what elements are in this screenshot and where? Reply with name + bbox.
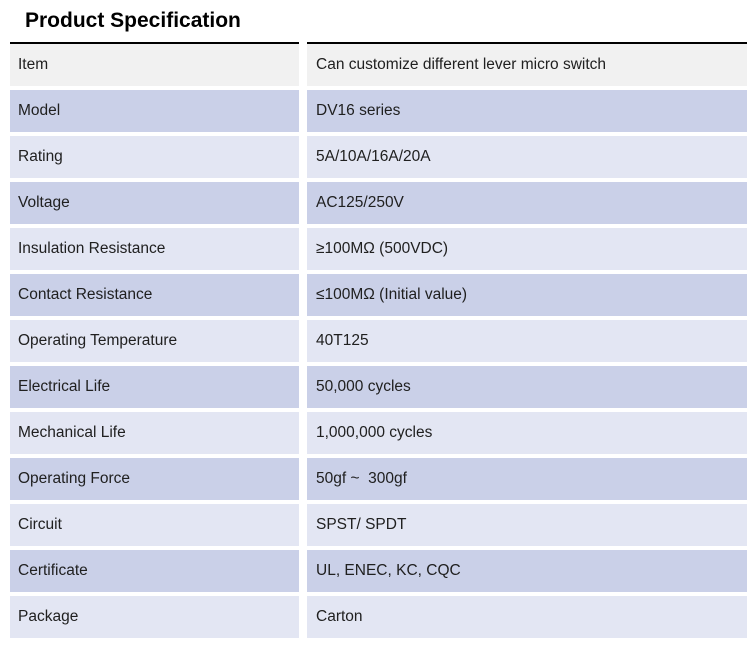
spec-label-operating-temperature: Operating Temperature — [10, 320, 299, 362]
spec-value-package: Carton — [307, 596, 747, 638]
spec-label-item: Item — [10, 42, 299, 86]
spec-value-voltage: AC125/250V — [307, 182, 747, 224]
spec-value-item: Can customize different lever micro swit… — [307, 42, 747, 86]
spec-value-rating: 5A/10A/16A/20A — [307, 136, 747, 178]
spec-value-operating-temperature: 40T125 — [307, 320, 747, 362]
product-specification-table: Item Can customize different lever micro… — [10, 42, 747, 638]
spec-label-rating: Rating — [10, 136, 299, 178]
spec-label-certificate: Certificate — [10, 550, 299, 592]
spec-value-circuit: SPST/ SPDT — [307, 504, 747, 546]
spec-label-circuit: Circuit — [10, 504, 299, 546]
spec-label-contact-resistance: Contact Resistance — [10, 274, 299, 316]
spec-label-electrical-life: Electrical Life — [10, 366, 299, 408]
spec-label-model: Model — [10, 90, 299, 132]
page-title: Product Specification — [25, 9, 241, 32]
spec-value-insulation-resistance: ≥100MΩ (500VDC) — [307, 228, 747, 270]
spec-value-contact-resistance: ≤100MΩ (Initial value) — [307, 274, 747, 316]
spec-value-mechanical-life: 1,000,000 cycles — [307, 412, 747, 454]
spec-label-voltage: Voltage — [10, 182, 299, 224]
spec-value-model: DV16 series — [307, 90, 747, 132]
spec-value-electrical-life: 50,000 cycles — [307, 366, 747, 408]
spec-label-insulation-resistance: Insulation Resistance — [10, 228, 299, 270]
spec-value-operating-force: 50gf ~ 300gf — [307, 458, 747, 500]
spec-label-package: Package — [10, 596, 299, 638]
spec-label-operating-force: Operating Force — [10, 458, 299, 500]
spec-value-certificate: UL, ENEC, KC, CQC — [307, 550, 747, 592]
spec-label-mechanical-life: Mechanical Life — [10, 412, 299, 454]
